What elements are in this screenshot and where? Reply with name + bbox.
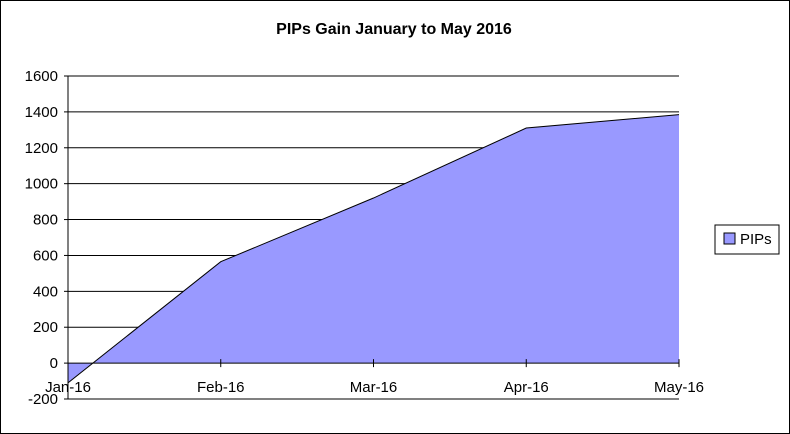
x-tick-label: Feb-16 [197, 379, 245, 396]
y-tick-label: -200 [28, 391, 58, 408]
y-tick-label: 1200 [25, 140, 58, 157]
y-tick-label: 1600 [25, 68, 58, 85]
x-tick-label: Jan-16 [45, 379, 91, 396]
x-tick-label: May-16 [654, 379, 704, 396]
axes [64, 75, 680, 400]
y-axis-ticks: -200 0 200 400 600 800 1000 1200 1400 1600 [25, 68, 58, 408]
x-axis-ticks: Jan-16 Feb-16 Mar-16 Apr-16 May-16 [45, 379, 704, 396]
y-tick-label: 800 [33, 212, 58, 229]
legend: PIPs [714, 224, 780, 255]
y-tick-label: 0 [50, 355, 58, 372]
legend-swatch [723, 232, 736, 245]
y-tick-label: 1400 [25, 104, 58, 121]
x-tick-label: Mar-16 [350, 379, 398, 396]
x-tick-label: Apr-16 [504, 379, 549, 396]
chart-title: PIPs Gain January to May 2016 [276, 21, 512, 38]
y-tick-label: 600 [33, 247, 58, 264]
y-tick-label: 1000 [25, 176, 58, 193]
series-area-pips [68, 114, 679, 383]
series-layer [67, 114, 680, 384]
y-tick-label: 200 [33, 319, 58, 336]
legend-box [714, 224, 780, 255]
legend-label: PIPs [740, 231, 772, 248]
y-tick-label: 400 [33, 283, 58, 300]
